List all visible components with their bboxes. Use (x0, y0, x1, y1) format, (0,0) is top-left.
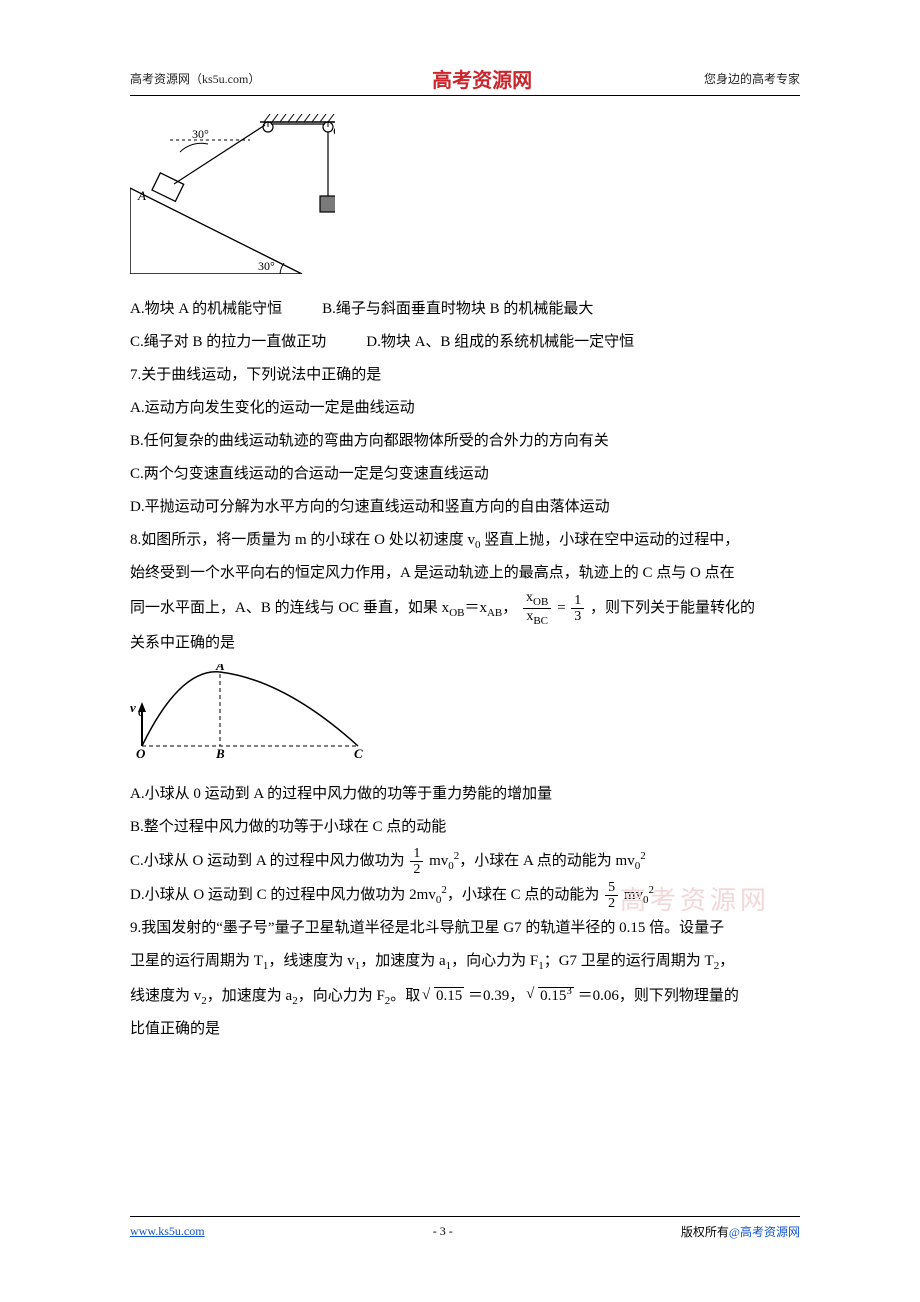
q8-stem-line2: 始终受到一个水平向右的恒定风力作用，A 是运动轨迹上的最高点，轨迹上的 C 点与… (130, 557, 800, 590)
footer-rule (130, 1216, 800, 1217)
q7-option-c: C.两个匀变速直线运动的合运动一定是匀变速直线运动 (130, 458, 800, 491)
header-center-title: 高考资源网 (432, 64, 532, 93)
q7-option-a: A.运动方向发生变化的运动一定是曲线运动 (130, 392, 800, 425)
svg-text:B: B (215, 746, 225, 759)
q9-stem-line2: 卫星的运行周期为 T1，线速度为 v1，加速度为 a1，向心力为 F1；G7 卫… (130, 945, 800, 978)
q6-figure: O A B 30° (130, 114, 800, 287)
q9-stem-line3: 线速度为 v2，加速度为 a2，向心力为 F2。取 0.15 ＝0.39， 0.… (130, 979, 800, 1013)
q8-stem-line3: 同一水平面上，A、B 的连线与 OC 垂直，如果 xOB＝xAB， xOB xB… (130, 590, 800, 627)
q8-frac-xob-xbc: xOB xBC (523, 590, 551, 627)
svg-text:A: A (215, 664, 225, 673)
q6-option-a: A.物块 A 的机械能守恒 (130, 293, 282, 326)
q9-stem-line1: 9.我国发射的“墨子号”量子卫星轨道半径是北斗导航卫星 G7 的轨道半径的 0.… (130, 912, 800, 945)
q7-option-d: D.平抛运动可分解为水平方向的匀速直线运动和竖直方向的自由落体运动 (130, 491, 800, 524)
q6-option-c: C.绳子对 B 的拉力一直做正功 (130, 326, 326, 359)
svg-text:O: O (136, 746, 146, 759)
q8-option-a: A.小球从 0 运动到 A 的过程中风力做的功等于重力势能的增加量 (130, 778, 800, 811)
q8-figure: v 0 O A B C (130, 664, 800, 772)
footer-url: www.ks5u.com (130, 1224, 205, 1239)
svg-text:v: v (130, 700, 136, 715)
q8-frac-1-3: 1 3 (571, 593, 584, 625)
svg-text:A: A (137, 188, 146, 203)
footer-copyright: 版权所有@高考资源网 (681, 1223, 800, 1240)
svg-text:C: C (354, 746, 363, 759)
page-header: 高考资源网（ks5u.com） 高考资源网 您身边的高考专家 (130, 64, 800, 93)
page-footer: www.ks5u.com - 3 - 版权所有@高考资源网 (130, 1216, 800, 1240)
svg-text:30°: 30° (192, 127, 209, 141)
q8-stem-line4: 关系中正确的是 (130, 627, 800, 660)
q7-option-b: B.任何复杂的曲线运动轨迹的弯曲方向都跟物体所受的合外力的方向有关 (130, 425, 800, 458)
svg-text:30°: 30° (258, 259, 275, 273)
footer-page-number: - 3 - (433, 1224, 453, 1239)
header-left-text: 高考资源网（ks5u.com） (130, 70, 260, 87)
q8-option-c: C.小球从 O 运动到 A 的过程中风力做功为 12 mv02，小球在 A 点的… (130, 844, 800, 878)
q6-option-b: B.绳子与斜面垂直时物块 B 的机械能最大 (322, 293, 593, 326)
svg-text:0: 0 (138, 708, 143, 719)
q8-stem-line1: 8.如图所示，将一质量为 m 的小球在 O 处以初速度 v0 竖直上抛，小球在空… (130, 524, 800, 557)
header-rule (130, 95, 800, 96)
q6-option-d: D.物块 A、B 组成的系统机械能一定守恒 (366, 326, 634, 359)
q9-stem-line4: 比值正确的是 (130, 1013, 800, 1046)
svg-text:O: O (333, 123, 335, 138)
q8-option-b: B.整个过程中风力做的功等于小球在 C 点的动能 (130, 811, 800, 844)
watermark-text: 高考资源网 (620, 880, 770, 917)
header-right-text: 您身边的高考专家 (704, 70, 800, 87)
q7-stem: 7.关于曲线运动，下列说法中正确的是 (130, 359, 800, 392)
